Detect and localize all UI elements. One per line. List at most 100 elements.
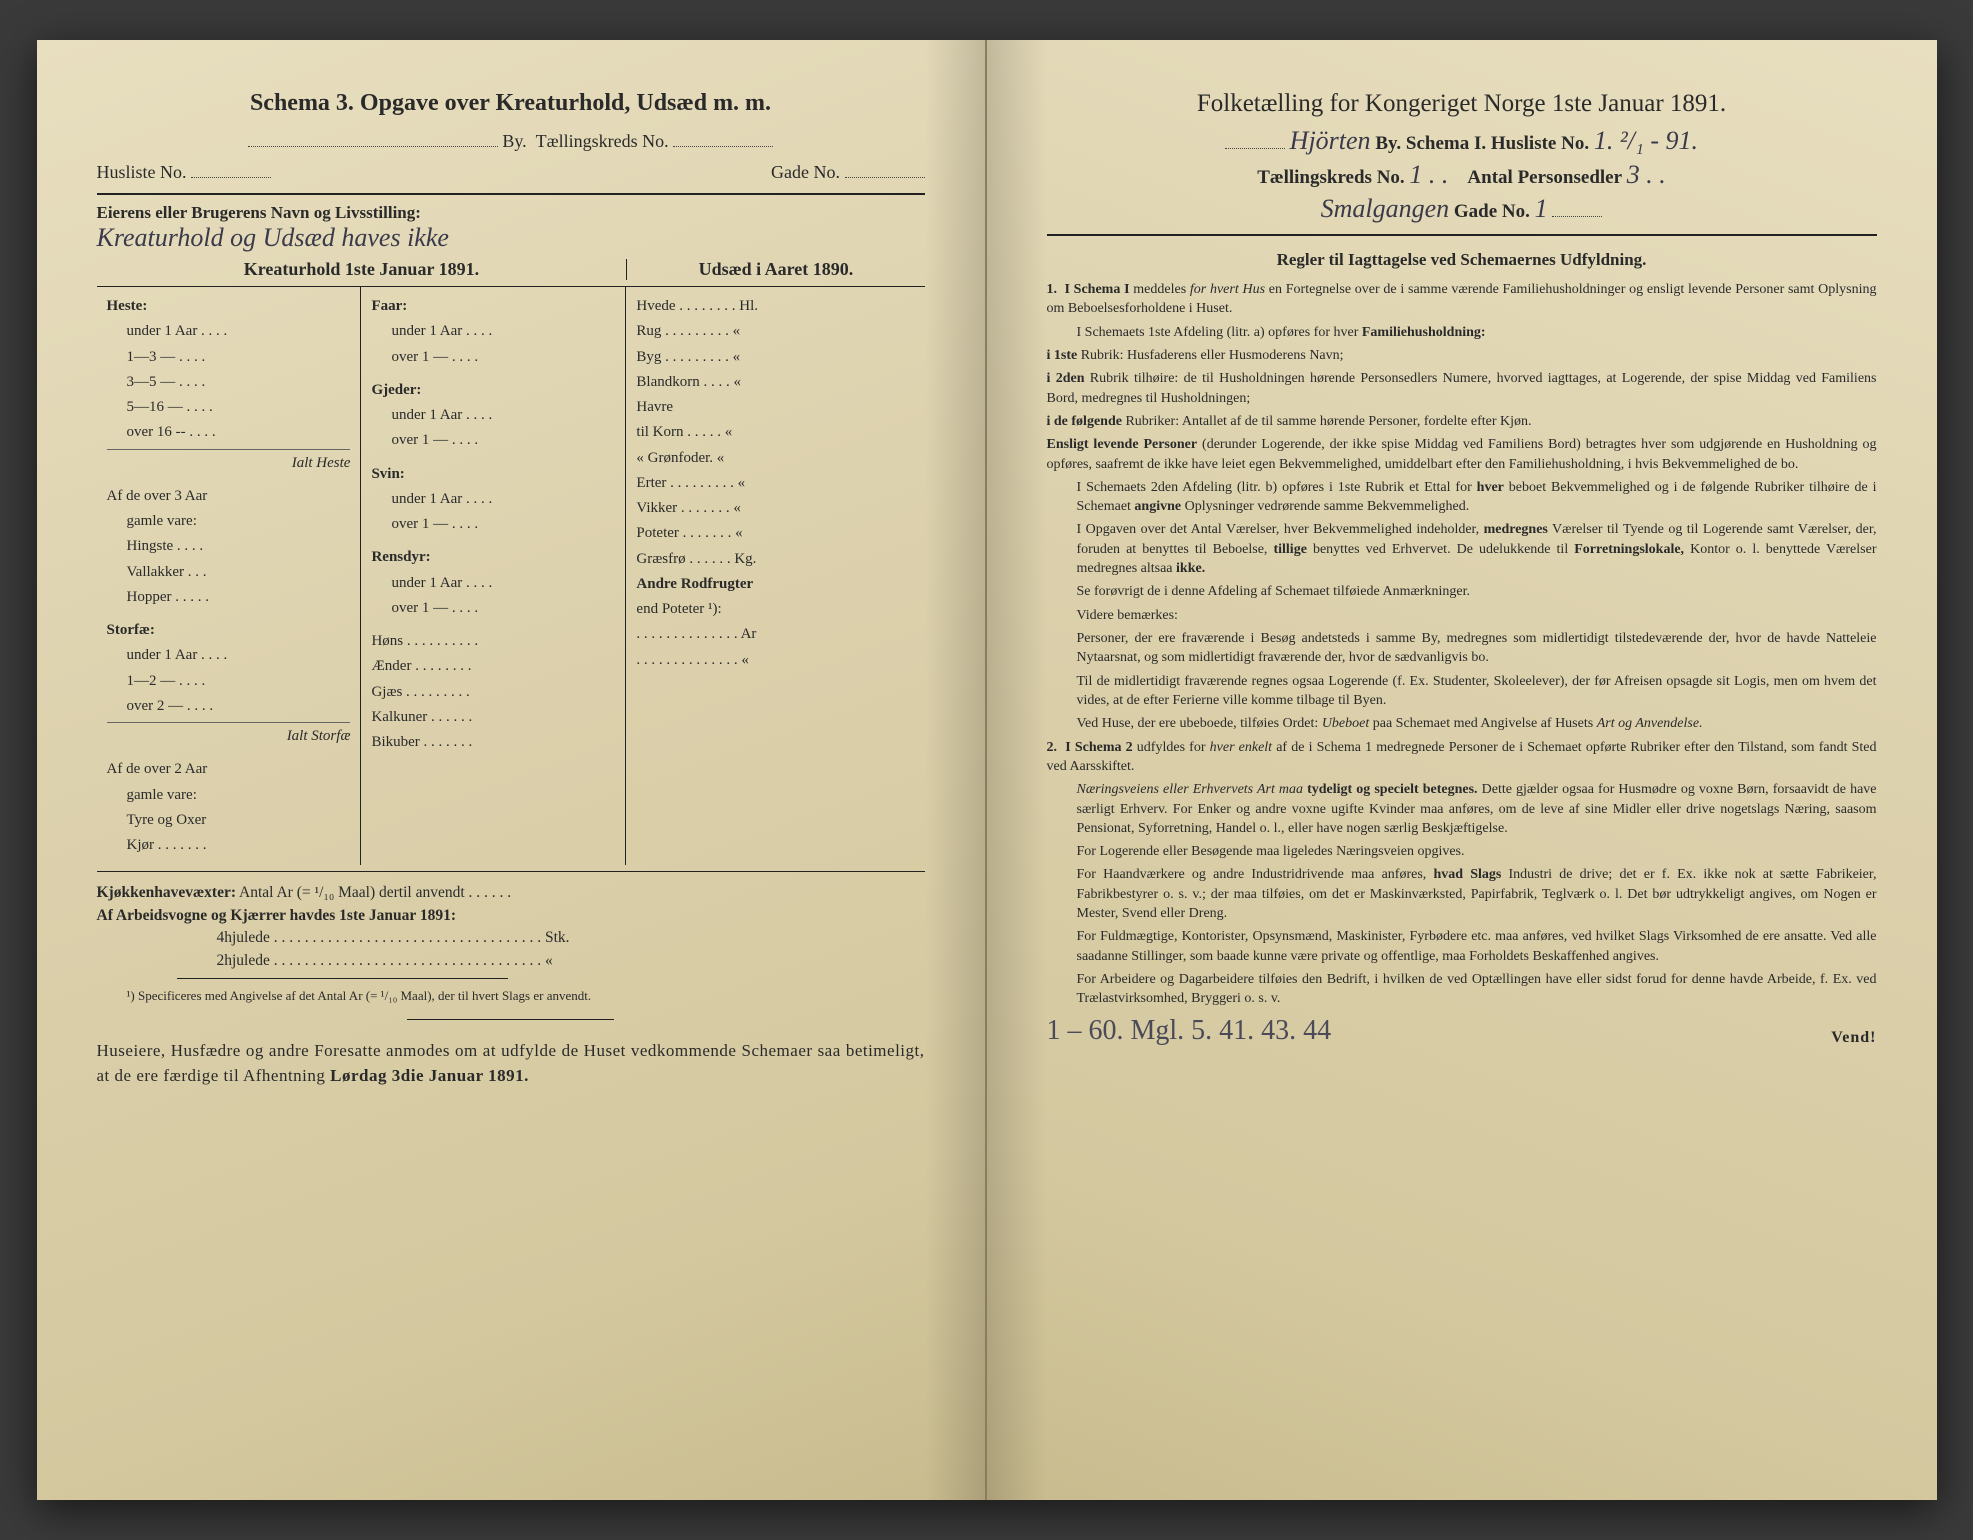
r: angivne xyxy=(1134,499,1181,514)
r: hver enkelt xyxy=(1210,740,1272,755)
col-right-head: Udsæd i Aaret 1890. xyxy=(626,259,924,280)
r: meddeles xyxy=(1130,282,1190,297)
person-label: Antal Personsedler xyxy=(1467,167,1622,188)
col-a: Heste: under 1 Aar . . . . 1—3 — . . . .… xyxy=(97,287,362,865)
gamle-vare: gamle vare: xyxy=(107,510,351,533)
ialt-storfae: Ialt Storfæ xyxy=(107,722,351,748)
schema-title: Schema 3. Opgave over Kreaturhold, Udsæd… xyxy=(97,90,925,117)
poultry-row: Bikuber . . . . . . . xyxy=(371,731,615,754)
seed-row: Rug . . . . . . . . . « xyxy=(636,320,914,343)
r: I Schemaets 1ste Afdeling (litr. a) opfø… xyxy=(1077,325,1362,340)
bottom-handwriting: 1 – 60. Mgl. 5. 41. 43. 44 xyxy=(1047,1015,1332,1047)
gjeder-row: under 1 Aar . . . . xyxy=(371,404,615,427)
gamle2-row: Tyre og Oxer xyxy=(107,809,351,832)
footnote: ¹) Specificeres med Angivelse af det Ant… xyxy=(97,987,925,1005)
r: udfyldes for xyxy=(1133,740,1210,755)
header-line-2: Husliste No. Gade No. xyxy=(97,162,925,183)
col-left-head: Kreaturhold 1ste Januar 1891. xyxy=(97,259,627,280)
document-spread: Schema 3. Opgave over Kreaturhold, Udsæd… xyxy=(37,40,1937,1500)
col-b: Faar: under 1 Aar . . . . over 1 — . . .… xyxy=(361,287,626,865)
gade-handwriting: Smalgangen xyxy=(1321,194,1450,223)
heste-row: 1—3 — . . . . xyxy=(107,346,351,369)
r: hvad Slags xyxy=(1433,867,1501,882)
poultry-row: Høns . . . . . . . . . . xyxy=(371,630,615,653)
arbeidsvogne: Af Arbeidsvogne og Kjærrer havdes 1ste J… xyxy=(97,905,925,927)
svin-row: over 1 — . . . . xyxy=(371,513,615,536)
husliste-handwriting: 1. ²/₁ - 91. xyxy=(1594,126,1698,155)
kreds-label: Tællingskreds No. xyxy=(536,131,669,151)
r: levende Personer xyxy=(1089,437,1198,452)
gade-no-hand: 1 xyxy=(1535,194,1548,223)
gamle-vare2: gamle vare: xyxy=(107,784,351,807)
gjeder-head: Gjeder: xyxy=(371,379,615,402)
r: I Schema 2 xyxy=(1065,740,1132,755)
r: For Logerende eller Besøgende maa ligele… xyxy=(1047,842,1877,861)
seed-row: Andre Rodfrugter xyxy=(636,573,914,596)
r: I Schema I xyxy=(1064,282,1129,297)
seed-row: Havre xyxy=(636,396,914,419)
af-over3: Af de over 3 Aar xyxy=(107,485,351,508)
kjokken-label: Kjøkkenhavevæxter: xyxy=(97,884,237,901)
r: Videre bemærkes: xyxy=(1047,606,1877,625)
r: I Opgaven over det Antal Værelser, hver … xyxy=(1077,522,1484,537)
owner-handwriting: Kreaturhold og Udsæd haves ikke xyxy=(97,223,925,253)
census-title: Folketælling for Kongeriget Norge 1ste J… xyxy=(1047,90,1877,118)
r: hver xyxy=(1477,480,1504,495)
heste-row: 3—5 — . . . . xyxy=(107,371,351,394)
seed-row: Erter . . . . . . . . . « xyxy=(636,472,914,495)
by-label: By. xyxy=(502,131,526,151)
faar-head: Faar: xyxy=(371,295,615,318)
poultry-row: Kalkuner . . . . . . xyxy=(371,706,615,729)
poultry-row: Gjæs . . . . . . . . . xyxy=(371,681,615,704)
gamle-row: Hingste . . . . xyxy=(107,535,351,558)
r: ikke. xyxy=(1176,561,1205,576)
r: i de følgende xyxy=(1047,414,1122,429)
r: Næringsveiens eller Erhvervets Art maa xyxy=(1077,782,1308,797)
r: Familiehusholdning: xyxy=(1362,325,1486,340)
gjeder-row: over 1 — . . . . xyxy=(371,429,615,452)
vend-label: Vend! xyxy=(1831,1029,1876,1047)
r: Personer, der ere fraværende i Besøg and… xyxy=(1047,629,1877,668)
r: benyttes ved Erhvervet. De udelukkende t… xyxy=(1307,542,1574,557)
person-hand: 3 . . xyxy=(1627,160,1666,189)
gamle-row: Hopper . . . . . xyxy=(107,586,351,609)
header-line-1: By. Tællingskreds No. xyxy=(97,131,925,152)
gamle2-row: Kjør . . . . . . . xyxy=(107,834,351,857)
r: tillige xyxy=(1273,542,1306,557)
seed-row: Vikker . . . . . . . « xyxy=(636,497,914,520)
r: For Haandværkere og andre Industridriven… xyxy=(1077,867,1434,882)
gade-label-r: Gade No. xyxy=(1454,201,1530,222)
storfae-row: under 1 Aar . . . . xyxy=(107,644,351,667)
r: Rubriker: Antallet af de til samme høren… xyxy=(1122,414,1532,429)
r: i 2den xyxy=(1047,371,1085,386)
kjokken-text: Antal Ar (= ¹/₁₀ Maal) dertil anvendt . … xyxy=(239,884,511,901)
r: For Fuldmægtige, Kontorister, Opsynsmænd… xyxy=(1047,927,1877,966)
storfae-row: 1—2 — . . . . xyxy=(107,670,351,693)
r: Rubrik tilhøire: de til Husholdningen hø… xyxy=(1047,371,1877,405)
seed-row: end Poteter ¹): xyxy=(636,598,914,621)
faar-row: over 1 — . . . . xyxy=(371,346,615,369)
r: i 1ste xyxy=(1047,348,1078,363)
col-c: Hvede . . . . . . . . Hl. Rug . . . . . … xyxy=(626,287,924,865)
appeal-date: Lørdag 3die Januar 1891. xyxy=(330,1066,529,1085)
r: for hvert Hus xyxy=(1190,282,1265,297)
livestock-table: Heste: under 1 Aar . . . . 1—3 — . . . .… xyxy=(97,286,925,865)
rensdyr-row: over 1 — . . . . xyxy=(371,597,615,620)
r: I Schemaets 2den Afdeling (litr. b) opfø… xyxy=(1077,480,1477,495)
seed-row: Blandkorn . . . . « xyxy=(636,371,914,394)
r: tydeligt og specielt betegnes. xyxy=(1307,782,1477,797)
r: Oplysninger vedrørende samme Bekvemmelig… xyxy=(1181,499,1469,514)
seed-row: Hvede . . . . . . . . Hl. xyxy=(636,295,914,318)
seed-row: til Korn . . . . . « xyxy=(636,421,914,444)
seed-row: Græsfrø . . . . . . Kg. xyxy=(636,548,914,571)
hjul2: 2hjulede . . . . . . . . . . . . . . . .… xyxy=(97,950,925,972)
owner-label: Eierens eller Brugerens Navn og Livsstil… xyxy=(97,203,925,223)
gamle-row: Vallakker . . . xyxy=(107,561,351,584)
ialt-heste: Ialt Heste xyxy=(107,449,351,475)
hjul4: 4hjulede . . . . . . . . . . . . . . . .… xyxy=(97,927,925,949)
poultry-row: Ænder . . . . . . . . xyxy=(371,655,615,678)
right-page: Folketælling for Kongeriget Norge 1ste J… xyxy=(987,40,1937,1500)
storfae-head: Storfæ: xyxy=(107,619,351,642)
r: Rubrik: Husfaderens eller Husmoderens Na… xyxy=(1077,348,1343,363)
left-page: Schema 3. Opgave over Kreaturhold, Udsæd… xyxy=(37,40,987,1500)
